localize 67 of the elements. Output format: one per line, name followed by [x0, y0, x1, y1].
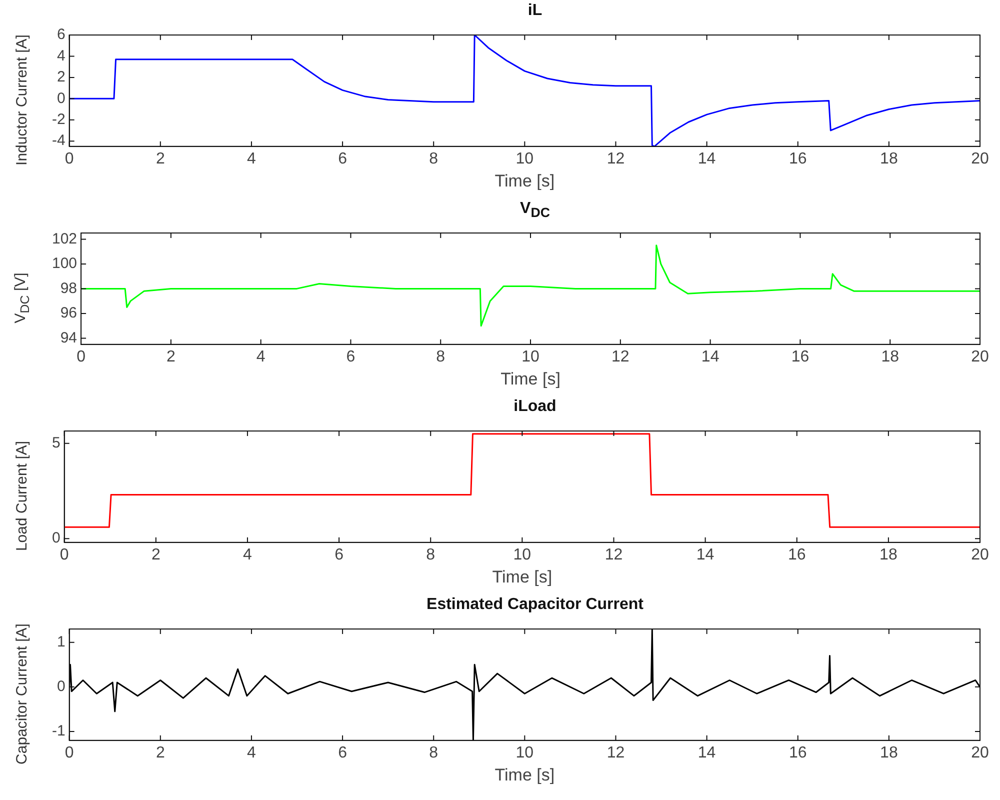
x-axis-title: Time [s]	[494, 765, 555, 784]
x-tick-label: 4	[247, 150, 256, 168]
y-tick-label: -4	[52, 132, 66, 150]
y-tick-label: -1	[52, 722, 66, 740]
x-tick-label: 14	[701, 348, 720, 366]
x-tick-label: 16	[788, 150, 807, 168]
x-tick-label: 20	[971, 744, 989, 762]
x-axis-title: Time [s]	[494, 171, 555, 190]
y-tick-label: 100	[52, 255, 78, 272]
x-tick-label: 4	[243, 546, 252, 564]
x-tick-label: 12	[612, 348, 630, 366]
x-tick-label: 10	[522, 348, 540, 366]
x-tick-label: 8	[426, 546, 436, 564]
x-tick-label: 18	[881, 348, 900, 366]
chart-title: Estimated Capacitor Current	[426, 596, 644, 614]
y-tick-label: 0	[52, 530, 60, 547]
y-tick-label: 96	[60, 304, 78, 322]
x-tick-label: 14	[696, 546, 714, 564]
x-tick-label: 2	[151, 546, 160, 564]
x-tick-label: 18	[880, 546, 898, 564]
x-tick-label: 10	[513, 546, 532, 564]
x-tick-label: 10	[516, 744, 534, 762]
x-tick-label: 4	[256, 348, 266, 366]
x-tick-label: 16	[788, 744, 807, 762]
y-tick-label: 94	[60, 329, 78, 346]
x-axis-title: Time [s]	[500, 369, 560, 388]
y-axis-title: Inductor Current [A]	[14, 34, 30, 166]
x-tick-label: 6	[338, 150, 348, 168]
x-tick-label: 8	[429, 150, 438, 168]
y-axis-title: Load Current [A]	[14, 440, 30, 552]
x-tick-label: 18	[880, 744, 898, 762]
x-tick-label: 18	[880, 150, 898, 168]
y-tick-label: 0	[56, 90, 66, 107]
x-tick-label: 2	[156, 150, 165, 168]
chart-title: iL	[526, 2, 544, 20]
x-tick-label: 12	[606, 744, 625, 762]
y-axis-title: Capacitor Current [A]	[14, 624, 30, 764]
x-tick-label: 8	[436, 348, 446, 366]
x-tick-label: 2	[166, 348, 176, 366]
y-tick-label: 102	[52, 230, 78, 248]
x-tick-label: 8	[429, 744, 438, 762]
x-tick-label: 12	[606, 150, 625, 168]
chart-title: V$_{DC}$	[519, 200, 551, 220]
x-tick-label: 16	[788, 546, 806, 564]
y-tick-label: -2	[52, 111, 66, 128]
x-tick-label: 20	[971, 150, 989, 168]
x-tick-label: 16	[791, 348, 810, 366]
chart-title: iLoad	[512, 398, 558, 416]
x-tick-label: 14	[698, 744, 716, 762]
y-tick-label: 5	[52, 434, 60, 452]
x-tick-label: 12	[604, 546, 623, 564]
y-tick-label: 1	[56, 634, 66, 651]
x-tick-label: 6	[346, 348, 356, 366]
x-tick-label: 6	[338, 744, 348, 762]
x-tick-label: 6	[334, 546, 344, 564]
x-tick-label: 4	[247, 744, 256, 762]
x-tick-label: 10	[516, 150, 534, 168]
x-tick-label: 14	[698, 150, 716, 168]
x-tick-label: 2	[156, 744, 165, 762]
y-tick-label: 6	[56, 26, 66, 44]
x-tick-label: 20	[971, 348, 989, 366]
y-tick-label: 98	[60, 280, 78, 297]
x-tick-label: 20	[971, 546, 989, 564]
y-tick-label: 2	[56, 68, 66, 86]
y-tick-label: 0	[56, 678, 66, 696]
x-axis-title: Time [s]	[492, 567, 552, 586]
y-tick-label: 4	[56, 47, 66, 64]
